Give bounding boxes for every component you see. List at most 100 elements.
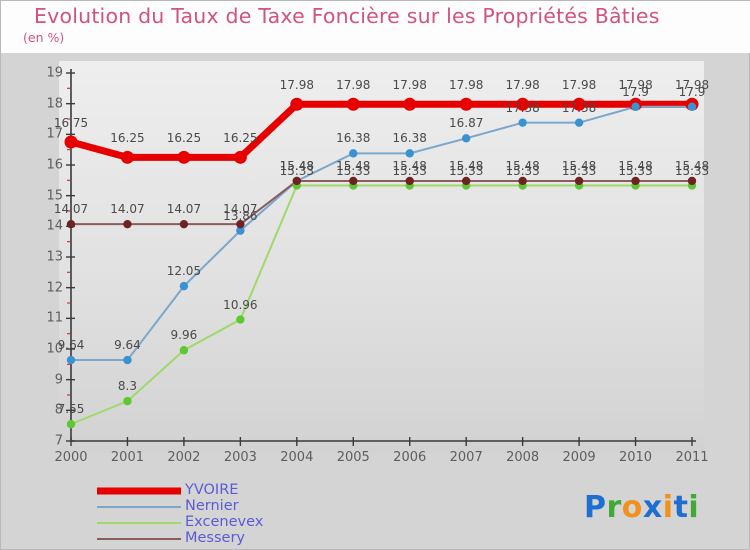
x-axis-tick-label: 2005: [336, 450, 370, 465]
y-axis-tick-label: 9: [54, 372, 63, 388]
data-point-label: 15.48: [618, 158, 653, 173]
x-axis-tick-label: 2003: [223, 450, 257, 465]
legend-swatch: [97, 538, 181, 540]
y-axis-tick-label: 19: [46, 65, 63, 81]
chart-legend: YVOIRE Nernier Excenevex Messery: [97, 482, 397, 547]
legend-item-yvoire[interactable]: YVOIRE: [97, 482, 397, 499]
x-axis-tick-label: 2011: [675, 450, 709, 465]
legend-item-messery[interactable]: Messery: [97, 530, 397, 547]
proxiti-logo: Proxiti: [584, 490, 699, 525]
data-point-label: 15.48: [279, 158, 314, 173]
legend-label: Excenevex: [185, 514, 264, 530]
data-point-label: 17.98: [561, 78, 597, 93]
y-axis-tick-label: 8: [54, 402, 63, 418]
y-axis-tick-label: 18: [46, 96, 63, 112]
data-point-label: 16.25: [110, 131, 145, 146]
data-point-label: 15.33: [505, 163, 540, 178]
y-axis-tick-label: 7: [54, 433, 63, 449]
data-point-label: 17.98: [336, 78, 371, 93]
line-chart-svg: [64, 69, 699, 446]
logo-letter: P: [584, 490, 607, 525]
data-point-label: 17.38: [561, 100, 597, 115]
data-point-label: 7.55: [57, 402, 85, 417]
y-axis-tick-label: 15: [46, 188, 63, 204]
data-point-label: 17.38: [505, 100, 540, 115]
x-axis-tick-label: 2002: [167, 450, 201, 465]
y-axis-tick-label: 16: [46, 157, 63, 173]
data-point-label: 15.48: [448, 158, 484, 173]
axis-labels: 7 8 9 10 11 12 13 14 15 16 17 18 19 2000 2001 2002 2003 2…: [46, 61, 709, 466]
x-axis-tick-label: 2008: [506, 450, 540, 465]
y-axis-tick-label: 11: [46, 310, 63, 326]
data-point-label: 17.9: [678, 84, 706, 99]
x-axis-tick-label: 2000: [54, 450, 88, 465]
legend-label: YVOIRE: [185, 482, 239, 498]
chart-subtitle: (en %): [23, 30, 65, 45]
page-title: Evolution du Taux de Taxe Foncière sur l…: [34, 4, 660, 28]
data-point-label: 15.33: [674, 163, 710, 178]
plot-area: 7 8 9 10 11 12 13 14 15 16 17 18 19 2000 2001 2002 2003 2…: [46, 61, 709, 466]
data-point-label: 14.07: [110, 202, 145, 217]
data-point-label: 17.9: [622, 84, 649, 99]
data-point-label: 15.48: [392, 158, 427, 173]
y-axis-tick-label: 17: [46, 126, 63, 142]
x-axis-tick-label: 2004: [280, 450, 314, 465]
data-point-label: 9.64: [57, 338, 85, 353]
data-point-label: 16.25: [166, 131, 202, 146]
y-axis-tick-label: 10: [46, 341, 63, 357]
data-point-label: 13.86: [223, 208, 258, 223]
logo-letter: t: [673, 490, 689, 525]
data-point-label: 16.87: [448, 116, 484, 131]
x-axis-tick-label: 2007: [449, 450, 483, 465]
logo-letter: r: [606, 490, 622, 525]
plot-background: [59, 61, 704, 453]
data-point-label: 16.25: [223, 131, 258, 146]
legend-item-nernier[interactable]: Nernier: [97, 498, 397, 515]
data-point-label: 16.38: [392, 131, 427, 146]
logo-letter: i: [662, 490, 674, 525]
data-point-label: 15.48: [279, 158, 314, 173]
x-axis-tick-label: 2009: [562, 450, 596, 465]
logo-letter: i: [688, 490, 700, 525]
data-point-label: 17.98: [505, 78, 540, 93]
data-point-label: 9.96: [170, 328, 198, 343]
logo-letter: x: [642, 490, 663, 525]
data-point-label: 15.48: [561, 158, 597, 173]
data-point-label: 15.48: [674, 158, 710, 173]
y-axis-tick-label: 12: [46, 280, 63, 296]
legend-swatch: [97, 487, 181, 495]
y-axis-tick-label: 14: [46, 218, 63, 234]
data-point-label: 10.96: [223, 297, 258, 312]
logo-letter: o: [621, 490, 643, 525]
data-point-label: 15.33: [336, 163, 371, 178]
y-axis-tick-label: 13: [46, 249, 63, 265]
data-point-label: 12.05: [166, 264, 202, 279]
data-point-label: 15.48: [336, 158, 371, 173]
legend-item-excenevex[interactable]: Excenevex: [97, 514, 397, 531]
data-point-label: 17.98: [618, 78, 653, 93]
legend-swatch: [97, 506, 181, 508]
data-point-label: 14.07: [166, 202, 202, 217]
data-point-label: 15.33: [561, 163, 597, 178]
x-axis-tick-label: 2001: [110, 450, 144, 465]
data-point-label: 15.48: [505, 158, 540, 173]
x-axis-tick-label: 2006: [393, 450, 427, 465]
data-point-label: 15.33: [392, 163, 427, 178]
data-point-label: 17.98: [448, 78, 484, 93]
data-point-label: 9.64: [114, 338, 141, 353]
data-point-label: 17.98: [279, 78, 314, 93]
data-point-label: 15.33: [279, 163, 314, 178]
legend-label: Nernier: [185, 498, 239, 514]
legend-swatch: [97, 522, 181, 524]
legend-label: Messery: [185, 530, 246, 546]
data-point-label: 17.98: [674, 78, 710, 93]
data-point-label: 15.33: [618, 163, 653, 178]
data-point-label: 14.07: [223, 202, 258, 217]
x-axis-tick-label: 2010: [618, 450, 653, 465]
data-point-label: 16.38: [336, 131, 371, 146]
data-point-label: 16.75: [53, 116, 89, 130]
data-point-label: 8.3: [117, 379, 137, 394]
data-point-label: 17.98: [392, 78, 427, 93]
data-point-label: 14.07: [53, 202, 89, 217]
